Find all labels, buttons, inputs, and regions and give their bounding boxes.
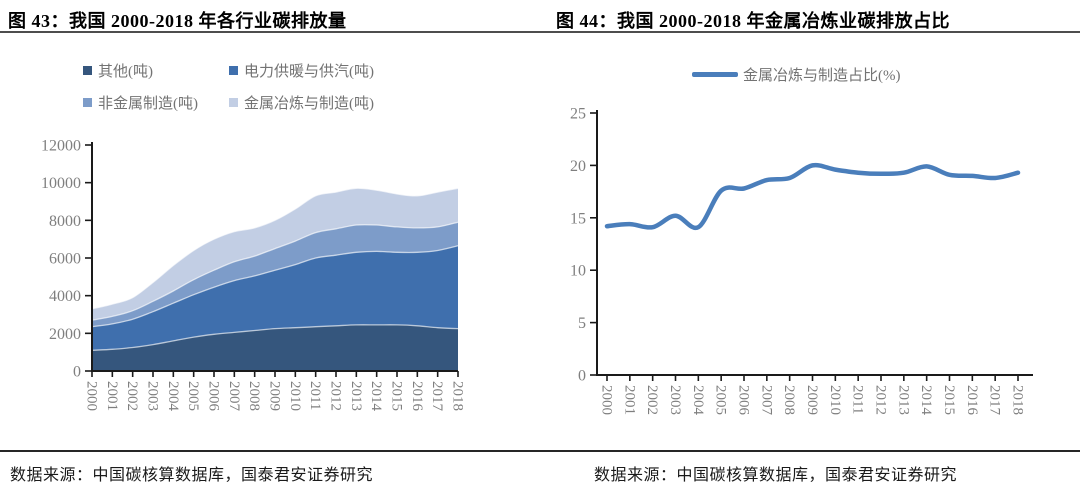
area-layer-edge — [91, 324, 459, 351]
svg-text:2011: 2011 — [850, 385, 866, 414]
svg-text:0: 0 — [578, 368, 586, 385]
svg-text:8000: 8000 — [49, 213, 81, 230]
svg-text:10000: 10000 — [41, 175, 81, 192]
area-layer-edge — [91, 187, 459, 310]
svg-text:2006: 2006 — [736, 385, 752, 416]
svg-text:2000: 2000 — [84, 381, 100, 411]
legend-item-metal-smelting: 金属冶炼与制造(吨) — [229, 92, 374, 113]
svg-text:2016: 2016 — [964, 385, 980, 416]
svg-text:2017: 2017 — [987, 385, 1003, 416]
svg-text:2015: 2015 — [389, 381, 405, 411]
svg-text:2000: 2000 — [599, 385, 615, 415]
svg-text:2009: 2009 — [267, 381, 283, 411]
svg-text:2012: 2012 — [328, 381, 344, 411]
svg-text:2003: 2003 — [145, 381, 161, 411]
svg-text:2016: 2016 — [409, 381, 425, 412]
svg-text:2012: 2012 — [873, 385, 889, 415]
area-layer-edge — [91, 245, 459, 328]
svg-text:2004: 2004 — [165, 381, 181, 412]
svg-text:2007: 2007 — [226, 381, 242, 412]
legend-item-label: 电力供暖与供汽(吨) — [244, 64, 374, 80]
svg-text:2011: 2011 — [307, 381, 323, 410]
source-divider-rule — [0, 450, 1080, 452]
svg-text:2001: 2001 — [621, 385, 637, 415]
legend-item-nonmetal: 非金属制造(吨) — [83, 92, 229, 113]
line-chart-legend: 金属冶炼与制造占比(%) — [692, 64, 901, 85]
legend-swatch-icon — [83, 98, 92, 107]
svg-text:2018: 2018 — [1010, 385, 1026, 415]
svg-text:2005: 2005 — [185, 381, 201, 411]
legend-line-icon — [692, 72, 738, 77]
svg-text:25: 25 — [570, 106, 586, 123]
trend-line — [604, 162, 1021, 231]
figure-44-title: 图 44：我国 2000-2018 年金属冶炼业碳排放占比 — [556, 11, 950, 31]
legend-item-power-heating: 电力供暖与供汽(吨) — [229, 60, 374, 81]
svg-text:2003: 2003 — [667, 385, 683, 415]
source-note-right: 数据来源：中国碳核算数据库，国泰君安证券研究 — [594, 467, 958, 484]
svg-text:2006: 2006 — [206, 381, 222, 412]
svg-text:2002: 2002 — [124, 381, 140, 411]
svg-text:2005: 2005 — [713, 385, 729, 415]
source-note-left: 数据来源：中国碳核算数据库，国泰君安证券研究 — [10, 467, 374, 484]
svg-text:2000: 2000 — [49, 326, 81, 343]
stacked-chart-legend: 其他(吨) 电力供暖与供汽(吨) 非金属制造(吨) 金属冶炼与制造(吨) — [83, 60, 374, 113]
svg-text:2017: 2017 — [429, 381, 445, 412]
svg-text:12000: 12000 — [41, 138, 81, 155]
figure-43-title: 图 43：我国 2000-2018 年各行业碳排放量 — [8, 11, 347, 31]
x-axis-labels: 2000 2001 2002 2003 2004 2005 2006 2007 2008 2009… — [84, 371, 466, 412]
svg-text:2008: 2008 — [246, 381, 262, 411]
legend-item-label: 其他(吨) — [98, 64, 153, 80]
y-axis-labels: 0 2000 4000 6000 8000 10000 12000 — [41, 138, 92, 381]
svg-text:2002: 2002 — [644, 385, 660, 415]
svg-text:2010: 2010 — [827, 385, 843, 415]
svg-text:2009: 2009 — [804, 385, 820, 415]
svg-text:2015: 2015 — [941, 385, 957, 415]
area-layer-edge — [91, 221, 459, 321]
svg-text:20: 20 — [570, 158, 586, 175]
svg-text:2018: 2018 — [450, 381, 466, 411]
svg-text:2010: 2010 — [287, 381, 303, 411]
legend-swatch-icon — [229, 66, 238, 75]
svg-text:2014: 2014 — [918, 385, 934, 416]
svg-text:2001: 2001 — [104, 381, 120, 411]
svg-text:2008: 2008 — [781, 385, 797, 415]
svg-text:4000: 4000 — [49, 288, 81, 305]
y-axis-labels: 0 5 10 15 20 25 — [570, 106, 597, 385]
legend-item-label: 非金属制造(吨) — [98, 96, 198, 112]
legend-swatch-icon — [83, 66, 92, 75]
svg-text:5: 5 — [578, 315, 586, 332]
title-divider-rule — [0, 31, 1080, 33]
svg-text:10: 10 — [570, 263, 586, 280]
legend-swatch-icon — [229, 98, 238, 107]
svg-text:15: 15 — [570, 210, 586, 227]
area-layer — [92, 324, 458, 371]
x-axis-labels: 2000 2001 2002 2003 2004 2005 2006 2007 2008 2009… — [599, 375, 1026, 416]
svg-text:2013: 2013 — [895, 385, 911, 415]
legend-item-label: 金属冶炼与制造(吨) — [244, 96, 374, 112]
legend-item-other: 其他(吨) — [83, 60, 229, 81]
svg-text:2004: 2004 — [690, 385, 706, 416]
svg-text:6000: 6000 — [49, 251, 81, 268]
svg-text:2013: 2013 — [348, 381, 364, 411]
area-series — [91, 187, 459, 371]
svg-text:0: 0 — [73, 364, 81, 381]
svg-text:2014: 2014 — [368, 381, 384, 412]
legend-item-label: 金属冶炼与制造占比(%) — [743, 68, 901, 84]
svg-text:2007: 2007 — [758, 385, 774, 416]
